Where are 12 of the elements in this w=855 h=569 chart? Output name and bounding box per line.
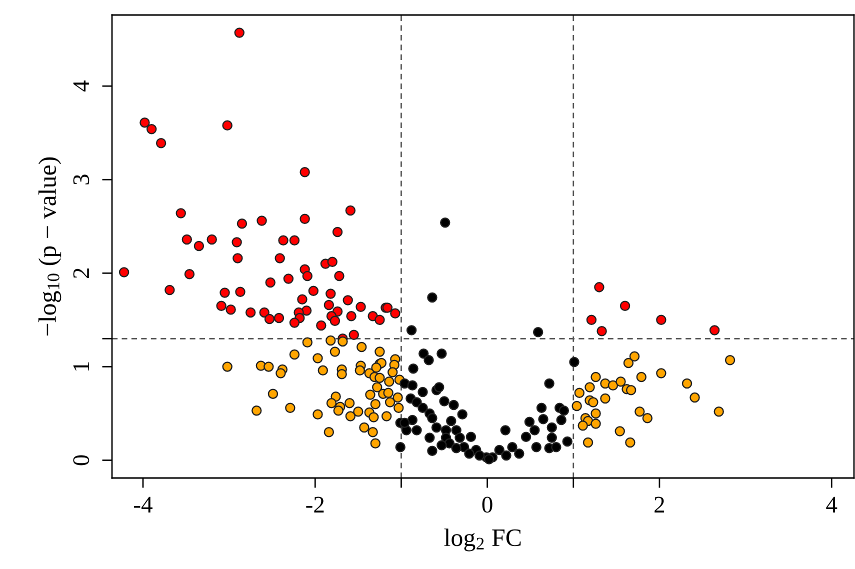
x-tick-label: 0 [482,496,492,513]
y-tick-label: 1 [73,362,89,371]
x-tick-label: 4 [826,496,838,512]
y-tick-label: 0 [73,455,90,466]
y-tick-label: 4 [73,80,89,92]
y-axis-title: −log$_{10}$ (p − value) [38,157,62,336]
x-tick-label: -4 [134,496,152,512]
x-tick-label: 2 [654,496,664,512]
x-tick-label: -2 [306,496,324,512]
y-tick-label: 2 [73,268,89,278]
x-axis-title: log$_{2}$ FC [444,528,521,552]
y-tick-label: 3 [73,174,90,184]
